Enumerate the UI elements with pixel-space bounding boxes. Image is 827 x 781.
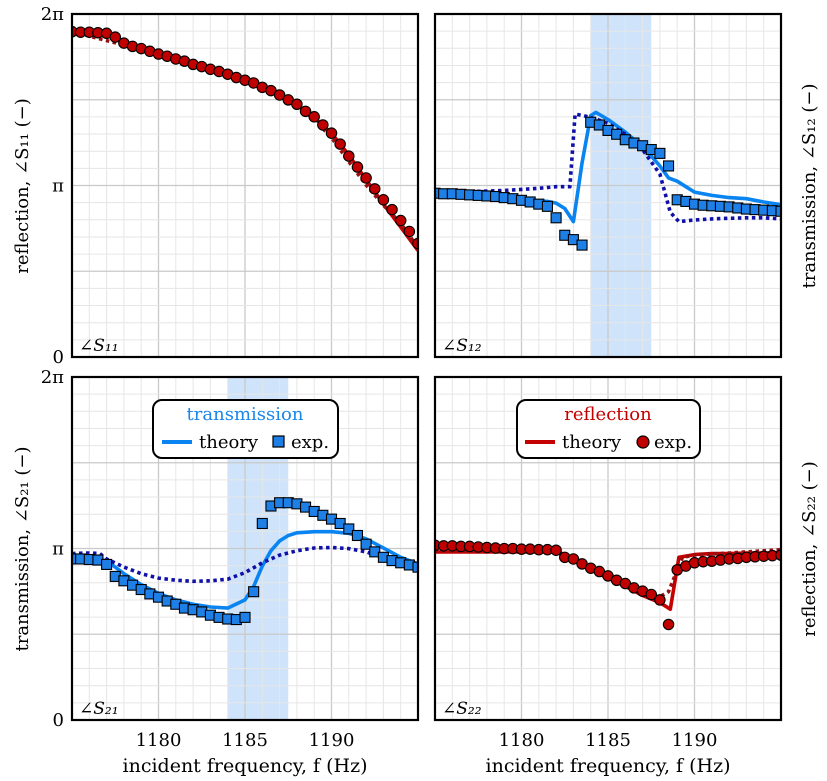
exp-point [291, 98, 303, 110]
corner-label-s11: ∠S₁₁ [79, 336, 119, 356]
exp-point [343, 150, 355, 162]
theory-approx-line [72, 545, 418, 584]
exp-point [567, 553, 580, 565]
x-tick-label: 1190 [672, 730, 718, 751]
exp-point [394, 214, 407, 227]
legend-reflection-exp-label: exp. [654, 432, 692, 453]
plot-area-s11 [72, 14, 418, 357]
exp-point [654, 594, 666, 606]
ylabel-s21: transmission, ∠S₂₁ (−) [12, 446, 33, 651]
plot-area-s21 [72, 377, 418, 720]
legend-reflection-theory-label: theory [562, 432, 622, 453]
plot-area-s22 [435, 377, 781, 720]
axes-frame [433, 375, 783, 722]
exp-point [317, 119, 329, 131]
exp-point [403, 225, 416, 238]
exp-point [541, 200, 554, 212]
exp-point [662, 618, 675, 631]
legend-transmission: transmission theory exp. [152, 399, 339, 459]
exp-point [299, 105, 312, 118]
exp-point [360, 538, 372, 550]
axes-frame [433, 12, 783, 359]
legend-reflection-box [516, 399, 701, 459]
corner-label-s21: ∠S₂₁ [79, 699, 119, 719]
axes-frame [70, 375, 420, 722]
panel-s21: 0 π 2π 1180 1185 1190 [41, 367, 420, 751]
x-tick-label: 1180 [499, 730, 545, 751]
panel-s11: 0 π 2π [41, 4, 420, 368]
exp-point [662, 160, 675, 172]
exp-point [386, 203, 398, 216]
y-tick-label: π [52, 539, 64, 560]
corner-label-s12: ∠S₁₂ [442, 336, 482, 356]
panel-s22: 1180 1185 1190 [433, 375, 783, 751]
exp-point [645, 588, 657, 601]
exp-point [343, 523, 355, 535]
exp-point [351, 529, 364, 542]
exp-point [412, 561, 418, 573]
y-tick-label: 0 [53, 710, 64, 731]
y-tick-label: π [52, 176, 64, 197]
exp-point [775, 205, 781, 217]
panel-s12 [433, 12, 783, 359]
plot-area-s12 [435, 14, 781, 357]
y-tick-label: 0 [53, 347, 64, 368]
exp-point [325, 127, 338, 139]
x-tick-label: 1190 [309, 730, 355, 751]
xlabel-s21: incident frequency, f (Hz) [123, 755, 368, 777]
exp-point [351, 161, 364, 173]
corner-label-s22: ∠S₂₂ [442, 699, 482, 719]
ylabel-s11: reflection, ∠S₁₁ (−) [12, 98, 33, 274]
exp-point [308, 111, 320, 123]
legend-reflection: reflection theory exp. [516, 399, 701, 459]
exp-point [248, 586, 260, 598]
y-tick-label: 2π [41, 4, 64, 25]
xlabel-s22: incident frequency, f (Hz) [486, 755, 731, 777]
axes-frame [70, 12, 420, 359]
legend-transmission-box [152, 399, 339, 459]
legend-transmission-theory-label: theory [199, 432, 259, 453]
exp-point [256, 517, 268, 530]
legend-transmission-title: transmission [187, 404, 304, 425]
legend-reflection-exp-marker [636, 435, 650, 449]
legend-reflection-title: reflection [564, 404, 652, 425]
exp-point [334, 138, 346, 150]
x-tick-label: 1185 [585, 730, 631, 751]
ylabel-s22: reflection, ∠S₂₂ (−) [799, 461, 820, 637]
exp-point [550, 212, 562, 224]
exp-point [550, 544, 562, 556]
x-tick-label: 1185 [222, 730, 268, 751]
legend-transmission-exp-marker [272, 435, 285, 448]
exp-point [654, 147, 666, 159]
exp-point [239, 611, 251, 623]
exp-point [576, 239, 588, 251]
x-tick-label: 1180 [136, 730, 182, 751]
exp-point [273, 89, 286, 101]
exp-point [101, 558, 113, 570]
legend-transmission-exp-label: exp. [291, 432, 329, 453]
ylabel-s12: transmission, ∠S₁₂ (−) [799, 83, 820, 288]
exp-point [377, 194, 390, 206]
exp-point [368, 183, 381, 195]
exp-point [109, 31, 122, 43]
exp-point [360, 172, 372, 184]
y-tick-label: 2π [41, 367, 64, 388]
